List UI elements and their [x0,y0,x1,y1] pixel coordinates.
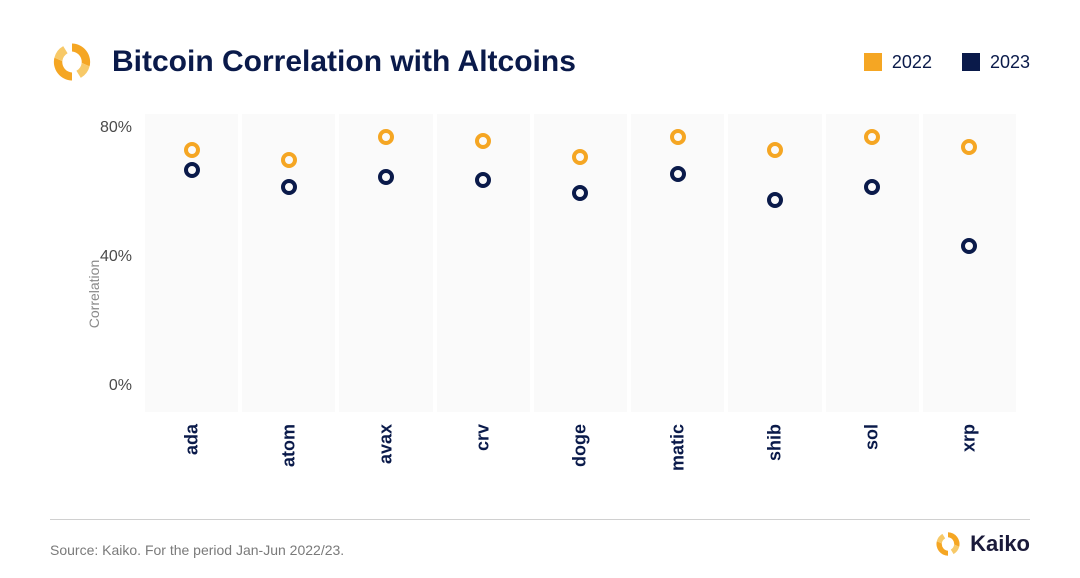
category-column: avax [339,114,436,412]
x-tick-label: doge [570,412,591,467]
data-marker [670,129,686,145]
category-column: atom [242,114,339,412]
data-marker [572,185,588,201]
chart-title: Bitcoin Correlation with Altcoins [112,45,576,79]
chart-card: Bitcoin Correlation with Altcoins 2022 2… [0,0,1080,578]
x-tick-label: shib [764,412,785,461]
data-marker [864,129,880,145]
category-column: matic [631,114,728,412]
data-marker [670,166,686,182]
footer: Source: Kaiko. For the period Jan-Jun 20… [50,519,1030,558]
x-tick-label: sol [862,412,883,450]
y-tick: 80% [100,119,132,137]
legend-item-2022: 2022 [864,52,932,73]
legend-label-2022: 2022 [892,52,932,73]
data-marker [864,179,880,195]
x-tick-label: atom [278,412,299,467]
category-column: crv [437,114,534,412]
data-marker [475,172,491,188]
kaiko-footer-logo-icon [934,530,962,558]
data-marker [767,192,783,208]
source-text: Source: Kaiko. For the period Jan-Jun 20… [50,542,344,558]
category-column: ada [145,114,242,412]
data-marker [281,179,297,195]
x-tick-label: ada [181,412,202,455]
x-tick-label: xrp [959,412,980,452]
kaiko-logo-icon [50,40,94,84]
category-column: xrp [923,114,1020,412]
data-marker [378,169,394,185]
data-marker [184,162,200,178]
header: Bitcoin Correlation with Altcoins 2022 2… [50,40,1030,84]
y-tick: 0% [109,377,132,395]
legend-label-2023: 2023 [990,52,1030,73]
title-group: Bitcoin Correlation with Altcoins [50,40,576,84]
footer-brand: Kaiko [934,530,1030,558]
legend: 2022 2023 [864,52,1030,73]
footer-brand-name: Kaiko [970,531,1030,557]
x-tick-label: crv [473,412,494,451]
legend-item-2023: 2023 [962,52,1030,73]
category-column: shib [728,114,825,412]
data-marker [475,133,491,149]
data-marker [378,129,394,145]
category-column: sol [826,114,923,412]
data-marker [281,152,297,168]
data-marker [961,139,977,155]
x-tick-label: avax [376,412,397,464]
data-marker [961,238,977,254]
y-axis-ticks: 0% 40% 80% [90,114,140,404]
data-marker [572,149,588,165]
data-marker [184,142,200,158]
category-column: doge [534,114,631,412]
chart-area: Correlation 0%40%80% adaatomavaxcrvdogem… [90,114,1030,474]
legend-swatch-2023 [962,53,980,71]
y-tick: 40% [100,248,132,266]
data-marker [767,142,783,158]
plot-area: adaatomavaxcrvdogematicshibsolxrp [145,114,1020,404]
x-tick-label: matic [667,412,688,471]
legend-swatch-2022 [864,53,882,71]
